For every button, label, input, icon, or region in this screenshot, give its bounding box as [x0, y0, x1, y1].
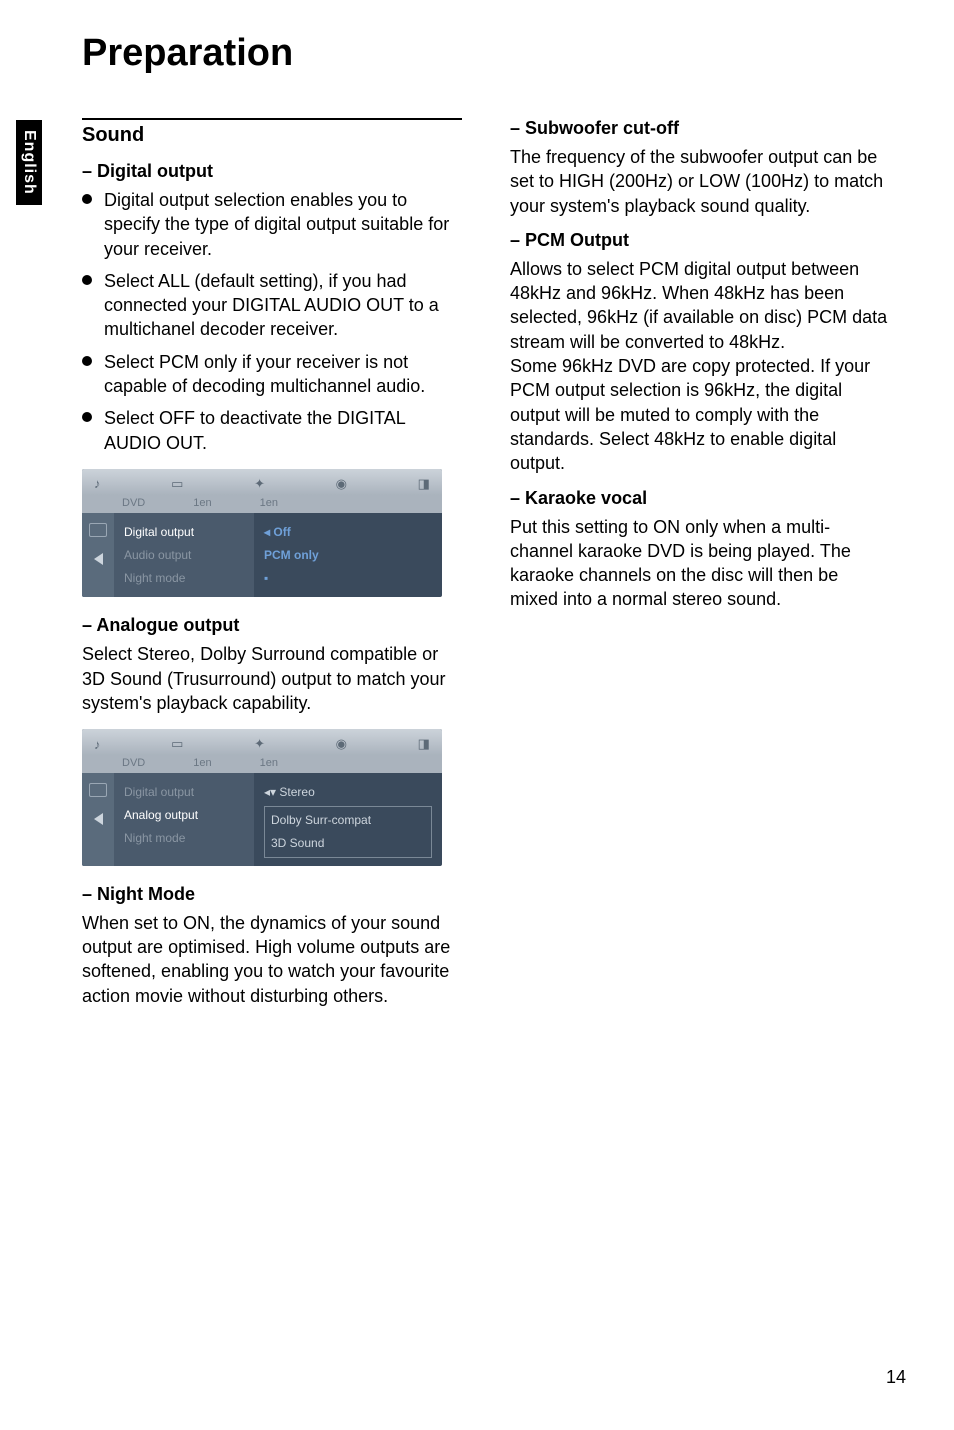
screenshot-tab-labels: DVD 1en 1en [82, 755, 442, 773]
heading-subwoofer: – Subwoofer cut-off [510, 118, 890, 139]
screenshot-options: ◂▾ Stereo Dolby Surr-compat 3D Sound [254, 773, 442, 865]
tab-label: 1en [193, 757, 211, 769]
screenshot-sidebar [82, 513, 114, 597]
screenshot-sidebar [82, 773, 114, 865]
tab-label: 1en [260, 497, 278, 509]
menu-item: Night mode [124, 567, 244, 590]
sidebar-icon [94, 813, 103, 825]
language-tab: English [16, 120, 42, 205]
screenshot-options: ◂ Off PCM only ▪ [254, 513, 442, 597]
heading-karaoke-vocal: – Karaoke vocal [510, 488, 890, 509]
option-item: Dolby Surr-compat [271, 809, 425, 832]
menu-item: Audio output [124, 544, 244, 567]
screenshot-menu: Digital output Analog output Night mode [114, 773, 254, 865]
tab-icon: ◉ [336, 476, 347, 492]
left-column: Sound – Digital output Digital output se… [82, 118, 462, 1018]
screenshot-tab-labels: DVD 1en 1en [82, 495, 442, 513]
heading-analogue-output: – Analogue output [82, 615, 462, 636]
option-item: ▪ [264, 567, 432, 590]
screenshot-tab-icons: ♪ ▭ ✦ ◉ ◨ [82, 729, 442, 755]
tab-icon: ✦ [254, 476, 265, 492]
tab-icon: ✦ [254, 736, 265, 752]
tab-label: 1en [193, 497, 211, 509]
tab-label: 1en [260, 757, 278, 769]
section-title-sound: Sound [82, 118, 462, 147]
page-number: 14 [886, 1367, 906, 1388]
tab-icon: ◉ [336, 736, 347, 752]
menu-item: Night mode [124, 827, 244, 850]
option-item: ◂ Off [264, 521, 432, 544]
menu-item: Digital output [124, 781, 244, 804]
sidebar-icon [89, 783, 107, 797]
sidebar-icon [94, 553, 103, 565]
text-pcm-output: Allows to select PCM digital output betw… [510, 257, 890, 476]
screenshot-tab-icons: ♪ ▭ ✦ ◉ ◨ [82, 469, 442, 495]
tab-label: DVD [122, 497, 145, 509]
text-night-mode: When set to ON, the dynamics of your sou… [82, 911, 462, 1008]
bullet-item: Select OFF to deactivate the DIGITAL AUD… [82, 406, 462, 455]
text-karaoke-vocal: Put this setting to ON only when a multi… [510, 515, 890, 612]
bullet-item: Select ALL (default setting), if you had… [82, 269, 462, 342]
menu-item: Digital output [124, 521, 244, 544]
screenshot-body: Digital output Analog output Night mode … [82, 773, 442, 865]
screenshot-analog-output: ♪ ▭ ✦ ◉ ◨ DVD 1en 1en Digital output Ana… [82, 729, 442, 865]
sidebar-icon [89, 523, 107, 537]
content-columns: Sound – Digital output Digital output se… [82, 118, 890, 1018]
right-column: – Subwoofer cut-off The frequency of the… [510, 118, 890, 1018]
screenshot-digital-output: ♪ ▭ ✦ ◉ ◨ DVD 1en 1en Digital output Aud… [82, 469, 442, 597]
page-title: Preparation [82, 32, 293, 75]
heading-night-mode: – Night Mode [82, 884, 462, 905]
menu-item: Analog output [124, 804, 244, 827]
heading-digital-output: – Digital output [82, 161, 462, 182]
tab-icon: ♪ [94, 737, 101, 752]
tab-label: DVD [122, 757, 145, 769]
heading-pcm-output: – PCM Output [510, 230, 890, 251]
text-analogue-output: Select Stereo, Dolby Surround compatible… [82, 642, 462, 715]
tab-icon: ◨ [418, 736, 430, 752]
tab-icon: ◨ [418, 476, 430, 492]
screenshot-menu: Digital output Audio output Night mode [114, 513, 254, 597]
screenshot-body: Digital output Audio output Night mode ◂… [82, 513, 442, 597]
tab-icon: ▭ [171, 736, 183, 752]
bullets-digital-output: Digital output selection enables you to … [82, 188, 462, 455]
option-item: PCM only [264, 544, 432, 567]
tab-icon: ▭ [171, 476, 183, 492]
option-item: 3D Sound [271, 832, 425, 855]
text-subwoofer: The frequency of the subwoofer output ca… [510, 145, 890, 218]
option-box: Dolby Surr-compat 3D Sound [264, 806, 432, 858]
tab-icon: ♪ [94, 476, 101, 491]
bullet-item: Digital output selection enables you to … [82, 188, 462, 261]
option-indicator: ◂▾ Stereo [264, 781, 432, 804]
bullet-item: Select PCM only if your receiver is not … [82, 350, 462, 399]
